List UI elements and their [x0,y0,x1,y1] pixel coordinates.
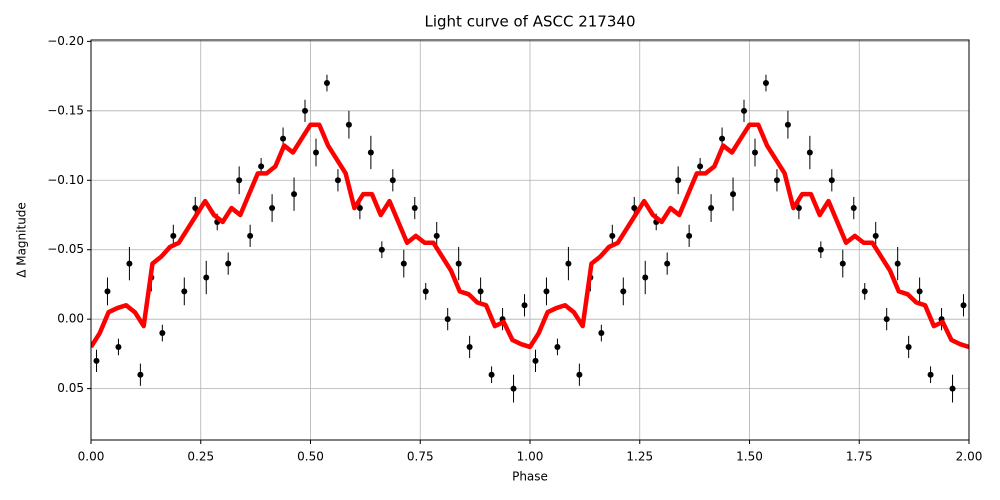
data-point [444,316,451,323]
data-point [477,288,484,295]
x-tick-label: 0.50 [297,450,324,464]
data-point [817,246,824,253]
data-point [883,316,890,323]
data-point [894,260,901,267]
data-point [181,288,188,295]
data-point [872,232,879,239]
data-point [258,163,265,170]
y-tick-label: −0.20 [47,34,84,48]
data-point [795,205,802,212]
data-point [411,205,418,212]
data-point [565,260,572,267]
chart-title: Light curve of ASCC 217340 [425,13,636,31]
data-point [960,302,967,309]
data-point [378,246,385,253]
data-point [367,149,374,156]
data-point [510,385,517,392]
binned-line [91,122,969,350]
data-point [850,205,857,212]
data-point [433,232,440,239]
data-point [675,177,682,184]
data-point [784,121,791,128]
data-point [609,232,616,239]
data-point [620,288,627,295]
data-point [861,288,868,295]
data-point [905,343,912,350]
data-point [751,149,758,156]
x-tick-label: 1.50 [736,450,763,464]
data-point [762,80,769,87]
data-point [126,260,133,267]
data-point [389,177,396,184]
y-tick-label: 0.05 [57,381,84,395]
data-point [916,288,923,295]
data-point [280,135,287,142]
y-tick-label: −0.15 [47,103,84,117]
y-tick-label: 0.00 [57,312,84,326]
x-tick-label: 0.25 [187,450,214,464]
y-tick-label: −0.10 [47,173,84,187]
data-point [839,260,846,267]
data-point [631,205,638,212]
data-point [949,385,956,392]
data-point [598,330,605,337]
data-point [400,260,407,267]
data-point [806,149,813,156]
data-point [828,177,835,184]
data-point [334,177,341,184]
data-point [269,205,276,212]
data-point [345,121,352,128]
data-point [642,274,649,281]
x-tick-label: 2.00 [956,450,983,464]
data-point [323,80,330,87]
data-point [773,177,780,184]
data-point [532,357,539,364]
data-point [170,232,177,239]
data-point [543,288,550,295]
x-tick-label: 0.00 [78,450,105,464]
data-point [686,232,693,239]
data-point [741,107,748,114]
data-point [422,288,429,295]
data-point [115,343,122,350]
data-point [236,177,243,184]
data-point [356,205,363,212]
data-point [312,149,319,156]
data-point [927,371,934,378]
data-point [93,357,100,364]
data-point [521,302,528,309]
data-point [455,260,462,267]
data-point [664,260,671,267]
y-axis-label: Δ Magnitude [15,202,29,278]
plot-frame [90,39,970,441]
data-point [291,191,298,198]
data-point [225,260,232,267]
data-point [137,371,144,378]
y-tick-label: −0.05 [47,242,84,256]
data-point [203,274,210,281]
data-point [104,288,111,295]
data-point [730,191,737,198]
data-point [719,135,726,142]
data-point [554,343,561,350]
plot-area [91,74,969,403]
data-point [192,205,199,212]
data-point [159,330,166,337]
data-point [466,343,473,350]
x-tick-label: 1.75 [846,450,873,464]
x-axis-label: Phase [512,470,548,484]
data-point [708,205,715,212]
data-point [488,371,495,378]
data-point [302,107,309,114]
x-tick-label: 1.25 [626,450,653,464]
data-point [247,232,254,239]
x-tick-label: 1.00 [517,450,544,464]
data-point [576,371,583,378]
data-point [697,163,704,170]
x-tick-label: 0.75 [407,450,434,464]
